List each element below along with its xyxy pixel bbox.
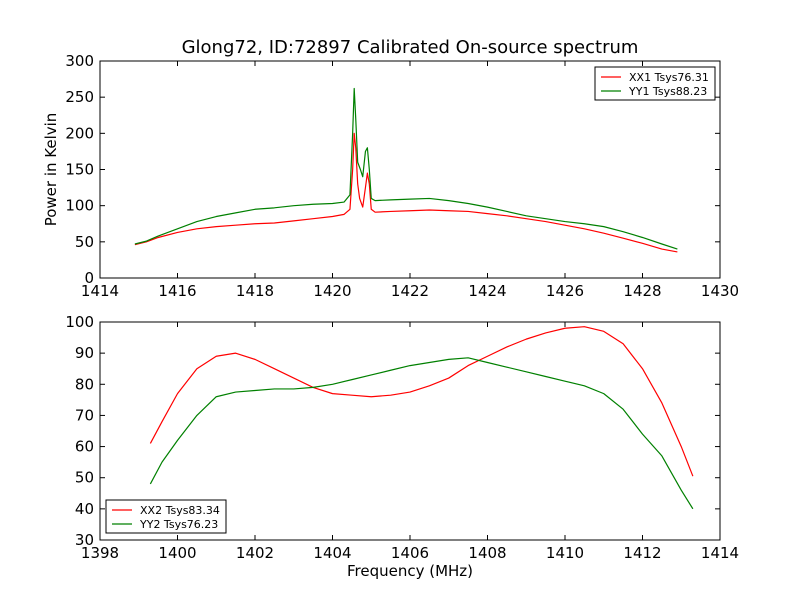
y-tick-label: 200	[65, 124, 94, 142]
x-tick-label: 1404	[313, 544, 351, 562]
x-tick-label: 1398	[81, 544, 119, 562]
x-tick-label: 1422	[391, 282, 429, 300]
legend-entry: YY1 Tsys88.23	[628, 85, 707, 98]
y-tick-label: 300	[65, 52, 94, 70]
x-tick-label: 1412	[623, 544, 661, 562]
x-tick-label: 1400	[158, 544, 196, 562]
x-tick-label: 1402	[236, 544, 274, 562]
y-tick-label: 150	[65, 161, 94, 179]
y-tick-label: 90	[75, 344, 94, 362]
y-tick-label: 80	[75, 375, 94, 393]
bottom-plot-panel: Frequency (MHz) 1398 1400 1402 1404 1406 1408 1…	[65, 313, 739, 580]
legend-box	[594, 66, 716, 101]
y-axis-label: Power in Kelvin	[42, 113, 60, 227]
x-tick-label: 1420	[313, 282, 351, 300]
series-group	[149, 326, 694, 510]
x-tick-label: 1424	[468, 282, 506, 300]
x-tick-label: 1414	[701, 544, 739, 562]
x-tick-label: 1406	[391, 544, 429, 562]
legend-entry: XX2 Tsys83.34	[140, 504, 220, 517]
y-tick-label: 50	[75, 469, 94, 487]
series-line-yy	[149, 357, 694, 510]
y-tick-label: 40	[75, 500, 94, 518]
y-tick-label: 0	[84, 269, 94, 287]
y-tick-label: 70	[75, 406, 94, 424]
x-tick-label: 1408	[468, 544, 506, 562]
x-tick-label: 1428	[623, 282, 661, 300]
top-plot-panel: Glong72, ID:72897 Calibrated On-source s…	[42, 37, 739, 300]
x-tick-label: 1426	[546, 282, 584, 300]
series-line-yy	[134, 87, 678, 250]
x-tick-label: 1416	[158, 282, 196, 300]
x-tick-label: 1410	[546, 544, 584, 562]
legend-entry: XX1 Tsys76.31	[629, 71, 709, 84]
y-tick-label: 100	[65, 197, 94, 215]
series-line-xx	[149, 326, 694, 477]
legend-entry: YY2 Tsys76.23	[139, 518, 218, 531]
chart-title: Glong72, ID:72897 Calibrated On-source s…	[182, 37, 639, 58]
x-axis-label: Frequency (MHz)	[347, 562, 473, 580]
y-tick-label: 100	[65, 313, 94, 331]
x-tick-label: 1430	[701, 282, 739, 300]
y-tick-label: 50	[75, 233, 94, 251]
x-tick-label: 1414	[81, 282, 119, 300]
x-tick-label: 1418	[236, 282, 274, 300]
y-tick-label: 60	[75, 438, 94, 456]
y-tick-label: 250	[65, 88, 94, 106]
legend-box	[105, 499, 227, 534]
series-line-xx	[134, 132, 678, 253]
series-group	[134, 87, 678, 253]
y-tick-label: 30	[75, 531, 94, 549]
